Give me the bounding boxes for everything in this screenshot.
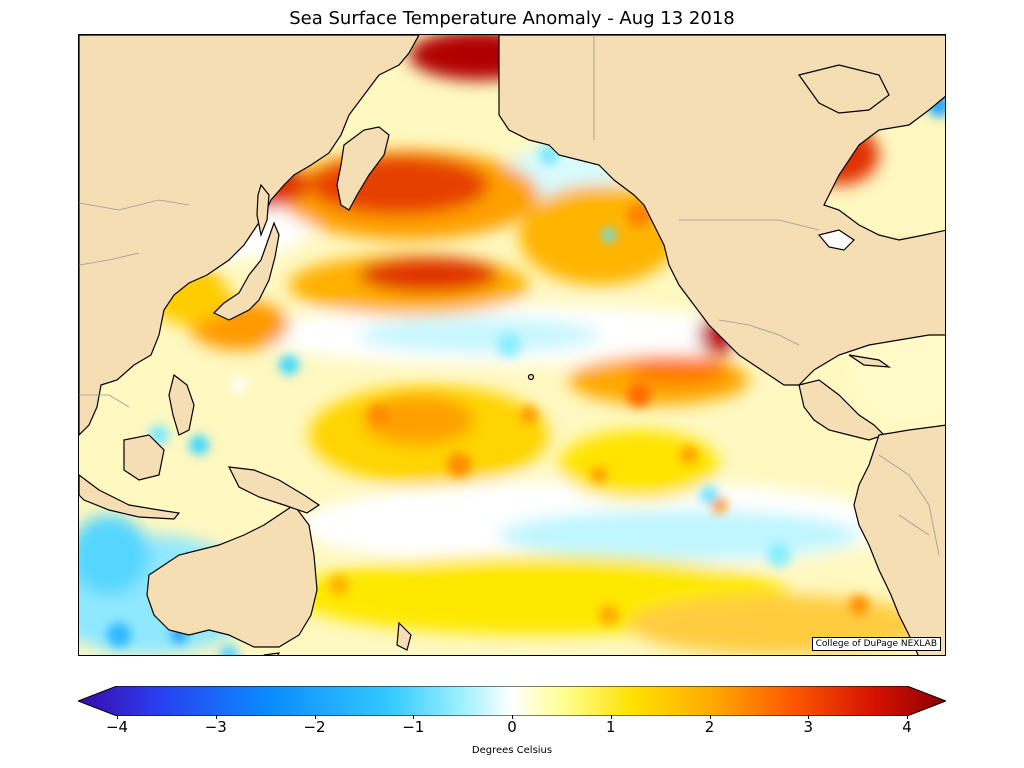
colorbar-tick-label: −4 [105,718,129,736]
hawaii [527,373,535,381]
colorbar-tick-mark [610,715,612,719]
colorbar-bar [78,686,946,716]
north-america [498,35,945,386]
new-guinea [227,466,321,514]
borders [79,35,940,556]
south-america [853,424,945,655]
land [79,35,945,655]
new-zealand-north [396,621,412,651]
colorbar-tick-label: 0 [507,718,517,736]
colorbar-tick-label: −2 [303,718,326,736]
map-title: Sea Surface Temperature Anomaly - Aug 13… [289,8,735,29]
japan [212,221,280,321]
tasmania [263,652,281,655]
colorbar-tick-mark [314,715,316,719]
colorbar-tick-mark [215,715,217,719]
colorbar-tick-label: 1 [605,718,616,736]
great-lakes [817,229,855,251]
colorbar-tick-mark [709,715,711,719]
indonesia-west [79,474,181,520]
map-canvas [79,35,945,655]
colorbar [78,686,946,716]
credit-label: College of DuPage NEXLAB [811,637,941,651]
sakhalin [256,183,270,238]
colorbar-tick-mark [512,715,513,719]
colorbar-tick-mark [808,715,810,719]
colorbar-tick-mark [117,715,118,719]
kamchatka [336,126,390,211]
sst-anomaly-map[interactable]: College of DuPage NEXLAB [78,34,946,656]
arctic-islands [797,64,890,114]
asia-landmass [79,35,420,436]
colorbar-tick-mark [413,715,415,719]
philippines [168,373,195,436]
colorbar-ticks: −4 −3 −2 −1 0 1 2 3 4 [78,715,946,742]
central-america [798,379,886,441]
australia [146,504,318,648]
colorbar-tick-label: 4 [902,718,912,736]
colorbar-tick-mark [907,715,908,719]
colorbar-tick-label: 2 [704,718,715,736]
cuba [848,354,892,368]
colorbar-label: Degrees Celsius [471,745,553,756]
colorbar-tick-label: −1 [402,718,425,736]
borneo [123,434,165,481]
colorbar-tick-label: 3 [803,718,814,736]
colorbar-tick-label: −3 [204,718,227,736]
